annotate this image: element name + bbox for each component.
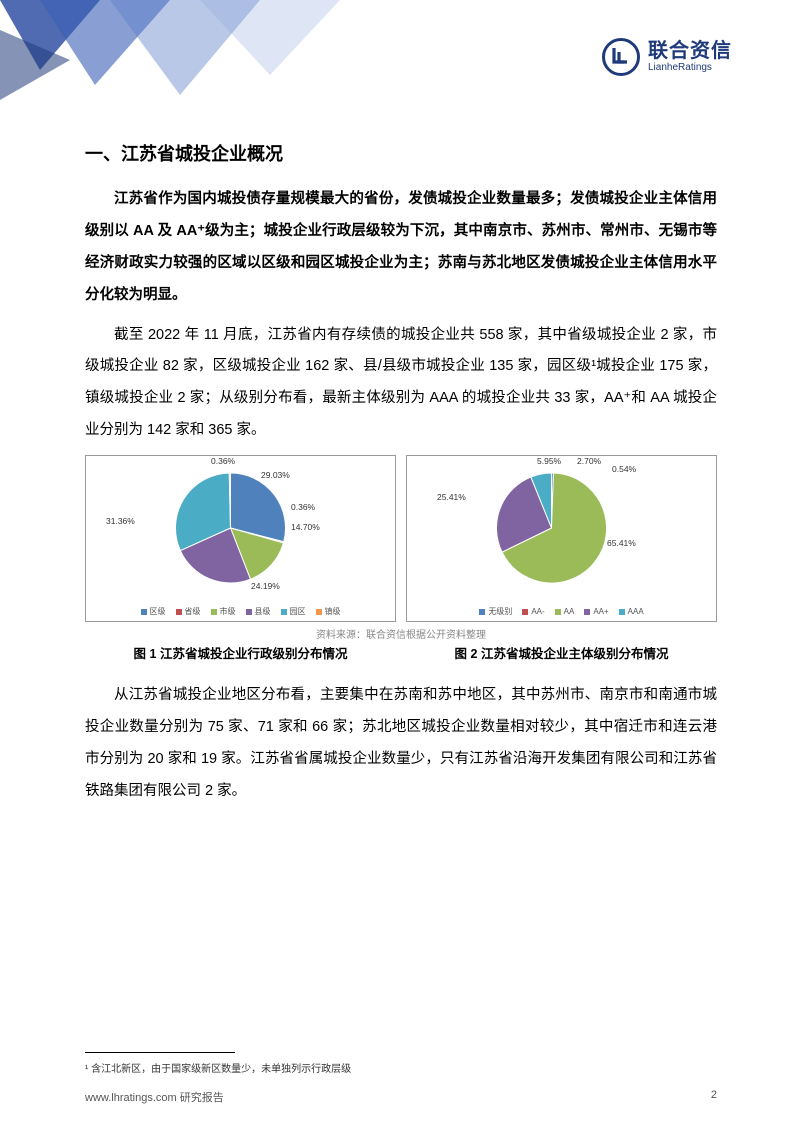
legend-item: AA+ [584, 606, 608, 617]
pie-slice-label: 25.41% [437, 492, 466, 502]
footer: www.lhratings.com 研究报告 2 [85, 1089, 717, 1105]
chart-2-box: 0.54% 65.41% 25.41% 5.95% 2.70% 无级别 AA- AA AA+ AA… [406, 455, 717, 622]
intro-bold-paragraph: 江苏省作为国内城投债存量规模最大的省份，发债城投企业数量最多；发债城投企业主体信… [85, 184, 717, 312]
legend-item: 镇级 [316, 606, 341, 617]
legend-item: 省级 [176, 606, 201, 617]
legend-item: AA [555, 606, 575, 617]
logo-icon [602, 38, 640, 76]
footer-page-number: 2 [711, 1089, 717, 1105]
pie-slice-label: 31.36% [106, 516, 135, 526]
pie-slice-label: 0.36% [291, 502, 315, 512]
footnote-separator [85, 1052, 235, 1053]
figure-2-caption: 图 2 江苏省城投企业主体级别分布情况 [406, 643, 717, 662]
figure-1-caption: 图 1 江苏省城投企业行政级别分布情况 [85, 643, 396, 662]
pie-slice-label: 24.19% [251, 581, 280, 591]
pie-slice-label: 0.54% [612, 464, 636, 474]
pie-legend: 无级别 AA- AA AA+ AAA [407, 606, 716, 617]
footnote: ¹ 含江北新区，由于国家级新区数量少，未单独列示行政层级 [85, 1060, 717, 1075]
legend-item: 无级别 [479, 606, 512, 617]
pie-slice-label: 0.36% [211, 456, 235, 466]
pie-chart-1: 29.03% 0.36% 14.70% 24.19% 31.36% 0.36% 区级省级市级… [86, 456, 395, 621]
chart-1-box: 29.03% 0.36% 14.70% 24.19% 31.36% 0.36% 区级省级市级… [85, 455, 396, 622]
section-title: 一、江苏省城投企业概况 [85, 140, 717, 166]
legend-item: 园区 [281, 606, 306, 617]
pie-slice-label: 29.03% [261, 470, 290, 480]
source-line: 资料来源：联合资信根据公开资料整理 [85, 626, 717, 641]
charts-row: 29.03% 0.36% 14.70% 24.19% 31.36% 0.36% 区级省级市级… [85, 455, 717, 622]
pie-slice-label: 2.70% [577, 456, 601, 466]
paragraph-2: 从江苏省城投企业地区分布看，主要集中在苏南和苏中地区，其中苏州市、南京市和南通市… [85, 680, 717, 808]
legend-item: AAA [619, 606, 644, 617]
logo: 联合资信 LianheRatings [602, 38, 732, 76]
legend-item: 市级 [211, 606, 236, 617]
pie-legend: 区级省级市级县级园区镇级 [86, 606, 395, 617]
pie-slice-label: 5.95% [537, 456, 561, 466]
legend-item: AA- [522, 606, 544, 617]
pie-slice-label: 14.70% [291, 522, 320, 532]
logo-text-en: LianheRatings [648, 63, 732, 73]
legend-item: 县级 [246, 606, 271, 617]
legend-item: 区级 [141, 606, 166, 617]
pie-chart-2: 0.54% 65.41% 25.41% 5.95% 2.70% 无级别 AA- AA AA+ AA… [407, 456, 716, 621]
footer-left: www.lhratings.com 研究报告 [85, 1089, 224, 1105]
pie-slice-label: 65.41% [607, 538, 636, 548]
logo-text-cn: 联合资信 [648, 41, 732, 61]
paragraph-1: 截至 2022 年 11 月底，江苏省内有存续债的城投企业共 558 家，其中省… [85, 320, 717, 448]
